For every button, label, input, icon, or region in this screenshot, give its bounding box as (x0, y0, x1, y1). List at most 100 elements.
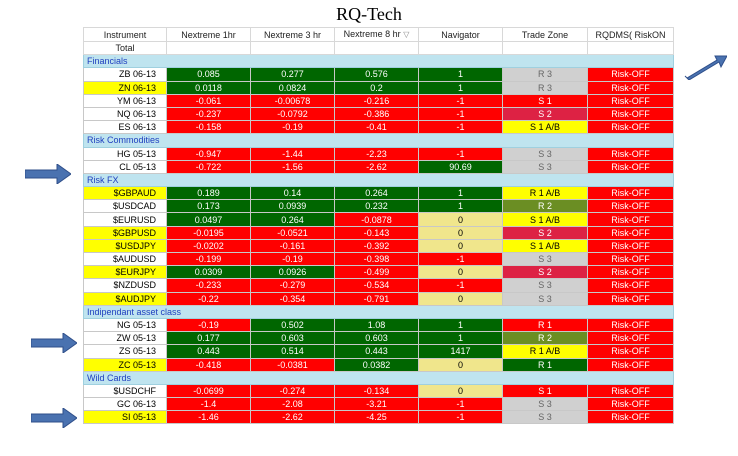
trade-zone-cell: S 1 A/B (502, 212, 588, 227)
navigator-cell: 1 (418, 67, 503, 82)
navigator-cell: 0 (418, 357, 503, 372)
table-row[interactable]: $GBPAUD 0.189 0.14 0.264 1 R 1 A/B Risk-OFF (83, 186, 674, 201)
navigator-cell: -1 (418, 93, 503, 108)
nextreme-8hr-cell: 1.08 (334, 317, 419, 333)
navigator-cell: 0 (418, 225, 503, 240)
table-row[interactable]: NQ 06-13 -0.237 -0.0792 -0.386 -1 S 2 Risk-OFF (83, 106, 674, 122)
nextreme-1hr-cell: -0.22 (166, 291, 251, 306)
rqdms-cell: Risk-OFF (587, 106, 674, 122)
table-row[interactable]: $USDCAD 0.173 0.0939 0.232 1 R 2 Risk-OFF (83, 199, 674, 214)
instrument-cell: $GBPAUD (83, 186, 167, 201)
instrument-cell: $USDCHF (83, 383, 167, 399)
rqdms-cell: Risk-OFF (587, 331, 674, 346)
trade-zone-cell: R 1 (502, 357, 588, 372)
total-cell (418, 40, 503, 56)
total-label: Total (83, 40, 167, 56)
column-header-nextreme-8hr[interactable]: Nextreme 8 hr ▽ (334, 27, 419, 42)
navigator-cell: -1 (418, 410, 503, 425)
nextreme-8hr-cell: -0.0878 (334, 212, 419, 227)
nextreme-1hr-cell: -0.061 (166, 93, 251, 108)
trade-zone-cell: S 3 (502, 397, 588, 412)
table-row[interactable]: $AUDJPY -0.22 -0.354 -0.791 0 S 3 Risk-OFF (83, 291, 674, 306)
instrument-grid: Instrument Nextreme 1hr Nextreme 3 hr Ne… (83, 27, 674, 425)
nextreme-3hr-cell: -0.0792 (250, 106, 335, 122)
nextreme-8hr-cell: 0.2 (334, 80, 419, 95)
nextreme-3hr-cell: -0.19 (250, 120, 335, 135)
table-row[interactable]: ES 06-13 -0.158 -0.19 -0.41 -1 S 1 A/B Risk-OF… (83, 120, 674, 135)
table-row[interactable]: YM 06-13 -0.061 -0.00678 -0.216 -1 S 1 Risk-OF… (83, 93, 674, 108)
rqdms-cell: Risk-OFF (587, 120, 674, 135)
navigator-cell: 1417 (418, 344, 503, 359)
nextreme-3hr-cell: -0.279 (250, 278, 335, 293)
section-header-row[interactable]: Risk Commodities (83, 133, 674, 148)
instrument-cell: $EURUSD (83, 212, 167, 227)
nextreme-3hr-cell: -0.00678 (250, 93, 335, 108)
table-row[interactable]: $AUDUSD -0.199 -0.19 -0.398 -1 S 3 Risk-OFF (83, 251, 674, 267)
rqdms-cell: Risk-OFF (587, 278, 674, 293)
table-row[interactable]: ZB 06-13 0.085 0.277 0.576 1 R 3 Risk-OFF (83, 67, 674, 82)
nextreme-1hr-cell: -0.158 (166, 120, 251, 135)
nextreme-8hr-cell: -2.62 (334, 159, 419, 174)
nextreme-3hr-cell: -2.62 (250, 410, 335, 425)
trade-zone-cell: S 2 (502, 265, 588, 280)
table-row[interactable]: $USDJPY -0.0202 -0.161 -0.392 0 S 1 A/B Risk-O… (83, 238, 674, 254)
nextreme-1hr-cell: -1.4 (166, 397, 251, 412)
section-header-row[interactable]: Financials (83, 54, 674, 69)
table-row[interactable]: ZW 05-13 0.177 0.603 0.603 1 R 2 Risk-OFF (83, 331, 674, 346)
instrument-cell: $NZDUSD (83, 278, 167, 293)
column-header-navigator[interactable]: Navigator (418, 27, 503, 42)
column-header-rqdms[interactable]: RQDMS( RiskON (587, 27, 674, 42)
table-row[interactable]: $USDCHF -0.0699 -0.274 -0.134 0 S 1 Risk-OFF (83, 383, 674, 399)
nextreme-8hr-cell: -0.134 (334, 383, 419, 399)
nextreme-1hr-cell: 0.0118 (166, 80, 251, 95)
table-row[interactable]: $GBPUSD -0.0195 -0.0521 -0.143 0 S 2 Risk-OFF (83, 225, 674, 240)
section-label: Financials (83, 54, 674, 69)
instrument-cell: ES 06-13 (83, 120, 167, 135)
column-header-instrument[interactable]: Instrument (83, 27, 167, 42)
table-row[interactable]: NG 05-13 -0.19 0.502 1.08 1 R 1 Risk-OFF (83, 317, 674, 333)
sort-filter-icon[interactable]: ▽ (403, 30, 410, 39)
instrument-cell: GC 06-13 (83, 397, 167, 412)
arrow-icon (683, 54, 727, 80)
nextreme-3hr-cell: 0.14 (250, 186, 335, 201)
navigator-cell: -1 (418, 106, 503, 122)
instrument-cell: $EURJPY (83, 265, 167, 280)
table-row[interactable]: SI 05-13 -1.46 -2.62 -4.25 -1 S 3 Risk-OFF (83, 410, 674, 425)
column-header-nextreme-3hr[interactable]: Nextreme 3 hr (250, 27, 335, 42)
nextreme-3hr-cell: -0.0381 (250, 357, 335, 372)
table-row[interactable]: $EURUSD 0.0497 0.264 -0.0878 0 S 1 A/B Risk-OF… (83, 212, 674, 227)
total-row: Total (83, 40, 674, 56)
section-header-row[interactable]: Indipendant asset class (83, 304, 674, 319)
table-row[interactable]: CL 05-13 -0.722 -1.56 -2.62 90.69 S 3 Risk-OFF (83, 159, 674, 174)
table-row[interactable]: ZC 05-13 -0.418 -0.0381 0.0382 0 R 1 Risk-OFF (83, 357, 674, 372)
trade-zone-cell: S 1 (502, 93, 588, 108)
navigator-cell: 1 (418, 331, 503, 346)
nextreme-8hr-cell: -0.534 (334, 278, 419, 293)
table-row[interactable]: HG 05-13 -0.947 -1.44 -2.23 -1 S 3 Risk-OFF (83, 146, 674, 161)
instrument-cell: ZC 05-13 (83, 357, 167, 372)
nextreme-8hr-cell: -2.23 (334, 146, 419, 161)
nextreme-1hr-cell: -0.0202 (166, 238, 251, 254)
table-row[interactable]: $NZDUSD -0.233 -0.279 -0.534 -1 S 3 Risk-OFF (83, 278, 674, 293)
rqdms-cell: Risk-OFF (587, 67, 674, 82)
arrow-icon (31, 408, 77, 428)
column-header-trade-zone[interactable]: Trade Zone (502, 27, 588, 42)
arrow-icon (31, 333, 77, 353)
table-row[interactable]: ZS 05-13 0.443 0.514 0.443 1417 R 1 A/B Risk-O… (83, 344, 674, 359)
table-row[interactable]: ZN 06-13 0.0118 0.0824 0.2 1 R 3 Risk-OFF (83, 80, 674, 95)
section-header-row[interactable]: Wild Cards (83, 370, 674, 385)
section-label: Indipendant asset class (83, 304, 674, 319)
navigator-cell: -1 (418, 120, 503, 135)
nextreme-1hr-cell: 0.173 (166, 199, 251, 214)
trade-zone-cell: S 1 (502, 383, 588, 399)
nextreme-3hr-cell: -1.56 (250, 159, 335, 174)
navigator-cell: 90.69 (418, 159, 503, 174)
column-header-nextreme-1hr[interactable]: Nextreme 1hr (166, 27, 251, 42)
nextreme-1hr-cell: -0.19 (166, 317, 251, 333)
table-row[interactable]: $EURJPY 0.0309 0.0926 -0.499 0 S 2 Risk-OFF (83, 265, 674, 280)
section-header-row[interactable]: Risk FX (83, 172, 674, 188)
rqdms-cell: Risk-OFF (587, 186, 674, 201)
rqdms-cell: Risk-OFF (587, 80, 674, 95)
rqdms-cell: Risk-OFF (587, 225, 674, 240)
table-row[interactable]: GC 06-13 -1.4 -2.08 -3.21 -1 S 3 Risk-OFF (83, 397, 674, 412)
